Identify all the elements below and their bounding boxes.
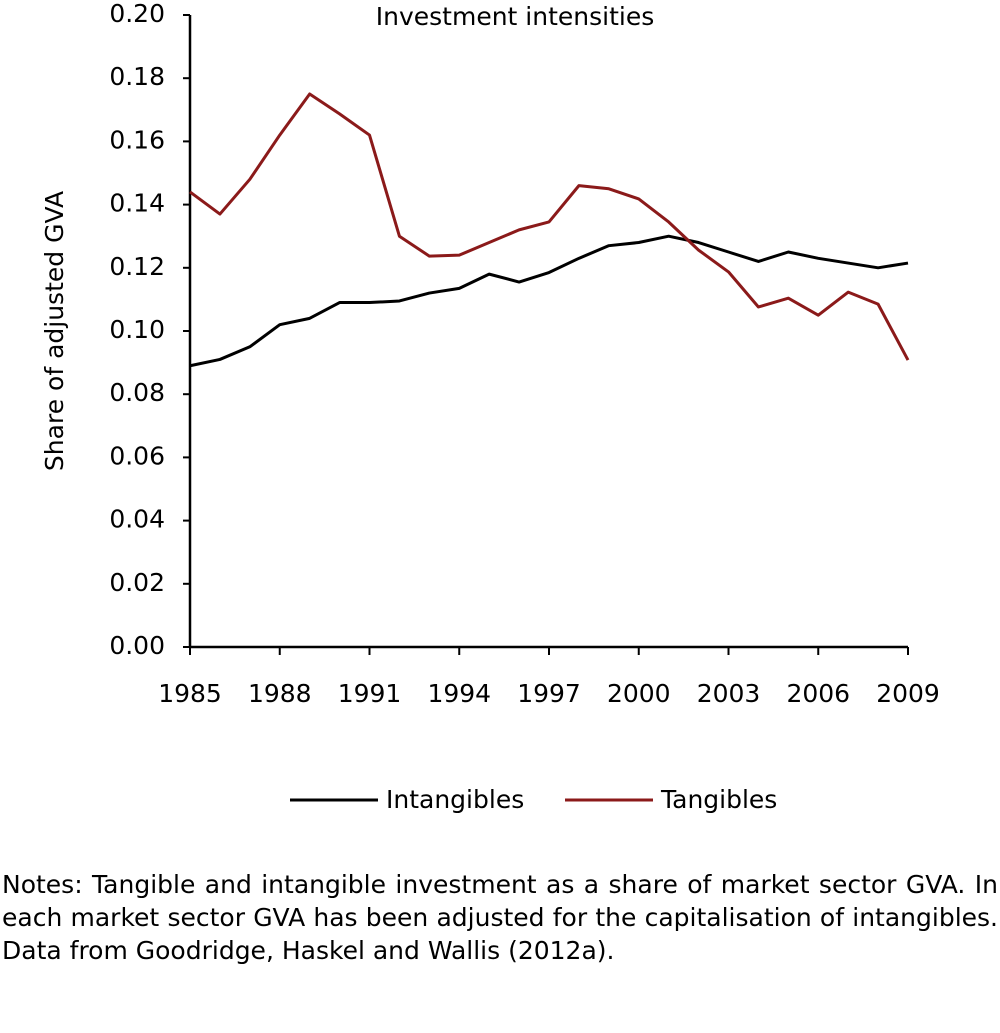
y-tick-label: 0.12: [109, 252, 165, 281]
series-line: [189, 234, 909, 368]
y-tick-label: 0.20: [109, 0, 165, 28]
chart: Investment intensities Share of adjusted…: [40, 0, 940, 814]
x-tick-label: 1997: [517, 679, 581, 708]
y-tick-label: 0.04: [109, 505, 165, 534]
x-tick-label: 1988: [248, 679, 312, 708]
x-tick-label: 1985: [158, 679, 222, 708]
x-tick-label: 2009: [876, 679, 940, 708]
y-tick-label: 0.02: [109, 568, 165, 597]
x-tick-label: 1994: [427, 679, 491, 708]
legend-label: Tangibles: [660, 785, 777, 814]
y-tick-label: 0.08: [109, 378, 165, 407]
y-tick-label: 0.18: [109, 62, 165, 91]
x-tick-label: 2006: [786, 679, 850, 708]
x-tick-label: 2003: [697, 679, 761, 708]
y-tick-label: 0.10: [109, 315, 165, 344]
series-line: [189, 92, 910, 361]
y-tick-label: 0.06: [109, 441, 165, 470]
x-tick-label: 1991: [338, 679, 402, 708]
y-tick-label: 0.00: [109, 631, 165, 660]
y-tick-label: 0.14: [109, 189, 165, 218]
y-tick-label: 0.16: [109, 125, 165, 154]
chart-title: Investment intensities: [376, 2, 655, 31]
notes: Notes: Tangible and intangible investmen…: [2, 870, 998, 965]
x-tick-label: 2000: [607, 679, 671, 708]
y-axis-label: Share of adjusted GVA: [40, 191, 69, 471]
legend-label: Intangibles: [386, 785, 524, 814]
